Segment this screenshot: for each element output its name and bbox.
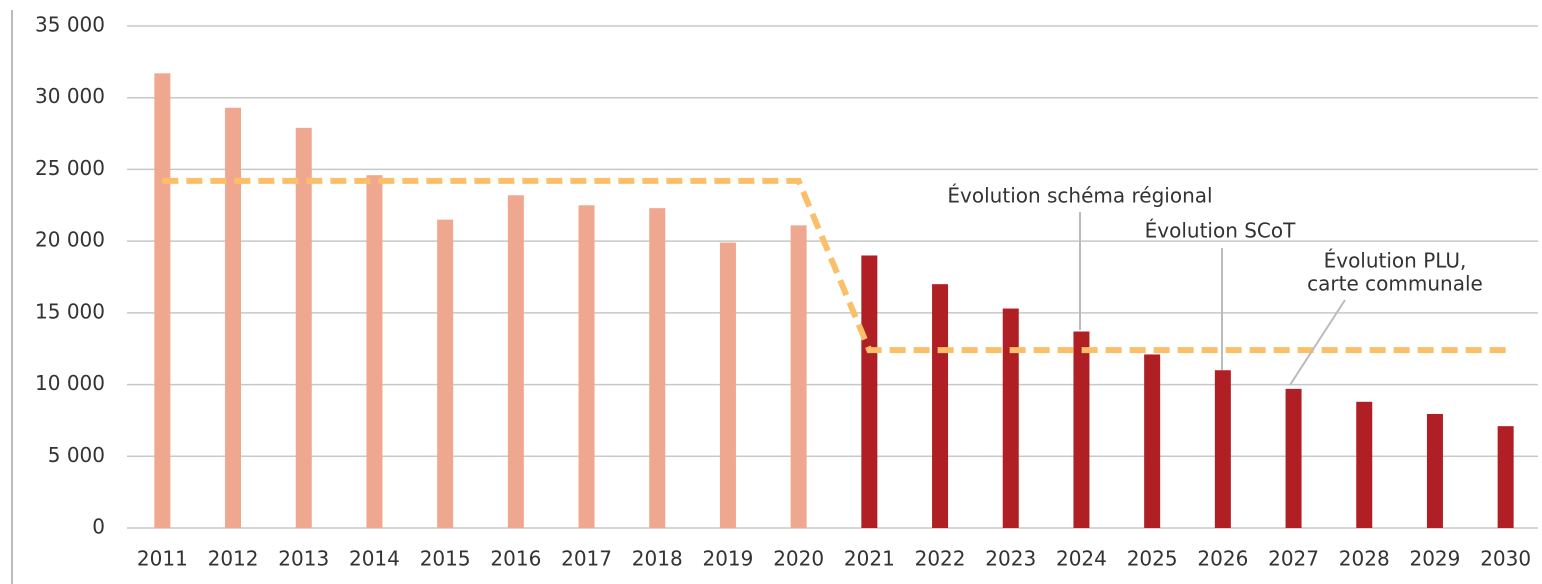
bar	[1356, 401, 1373, 528]
bar	[1073, 331, 1090, 528]
x-tick-label: 2030	[1480, 547, 1531, 571]
x-tick-label: 2026	[1197, 547, 1248, 571]
annotation: Évolution SCoT	[1145, 219, 1297, 243]
x-tick-label: 2013	[278, 547, 329, 571]
leader-line	[1289, 299, 1346, 386]
bar	[932, 284, 949, 528]
x-tick-label: 2027	[1268, 547, 1319, 571]
bar	[154, 73, 171, 529]
bar	[649, 208, 666, 528]
y-tick-label: 0	[92, 515, 105, 539]
x-tick-label: 2019	[702, 547, 753, 571]
bar	[1144, 354, 1161, 528]
annotation: Évolution schéma régional	[947, 184, 1212, 208]
bar	[1214, 370, 1231, 528]
bar	[507, 195, 524, 528]
bar	[790, 225, 807, 528]
x-tick-label: 2028	[1339, 547, 1390, 571]
bar	[861, 255, 878, 528]
bar	[366, 175, 383, 528]
x-tick-label: 2016	[490, 547, 541, 571]
x-tick-label: 2015	[420, 547, 471, 571]
bar	[295, 127, 312, 528]
x-tick-label: 2012	[208, 547, 259, 571]
x-tick-label: 2023	[985, 547, 1036, 571]
annotation: Évolution PLU,	[1324, 249, 1467, 273]
y-tick-label: 5 000	[48, 443, 105, 467]
y-tick-label: 25 000	[35, 156, 105, 180]
reference-line	[162, 177, 1506, 354]
bar	[437, 219, 454, 528]
x-tick-label: 2024	[1056, 547, 1107, 571]
bar	[1426, 413, 1443, 528]
y-tick-label: 20 000	[35, 228, 105, 252]
bar	[1285, 388, 1302, 528]
y-tick-label: 10 000	[35, 371, 105, 395]
bar	[1002, 308, 1019, 528]
x-tick-label: 2025	[1127, 547, 1178, 571]
x-tick-label: 2020	[773, 547, 824, 571]
x-tick-label: 2014	[349, 547, 400, 571]
bar	[1497, 426, 1514, 528]
y-tick-label: 15 000	[35, 299, 105, 323]
bar	[719, 242, 736, 528]
x-tick-label: 2021	[844, 547, 895, 571]
x-tick-label: 2011	[137, 547, 188, 571]
x-tick-label: 2029	[1409, 547, 1460, 571]
bar	[578, 205, 595, 529]
x-tick-label: 2017	[561, 547, 612, 571]
y-tick-label: 35 000	[35, 13, 105, 37]
annotation: carte communale	[1307, 272, 1483, 296]
y-tick-label: 30 000	[35, 84, 105, 108]
x-tick-label: 2018	[632, 547, 683, 571]
x-tick-label: 2022	[915, 547, 966, 571]
bar	[225, 107, 242, 529]
